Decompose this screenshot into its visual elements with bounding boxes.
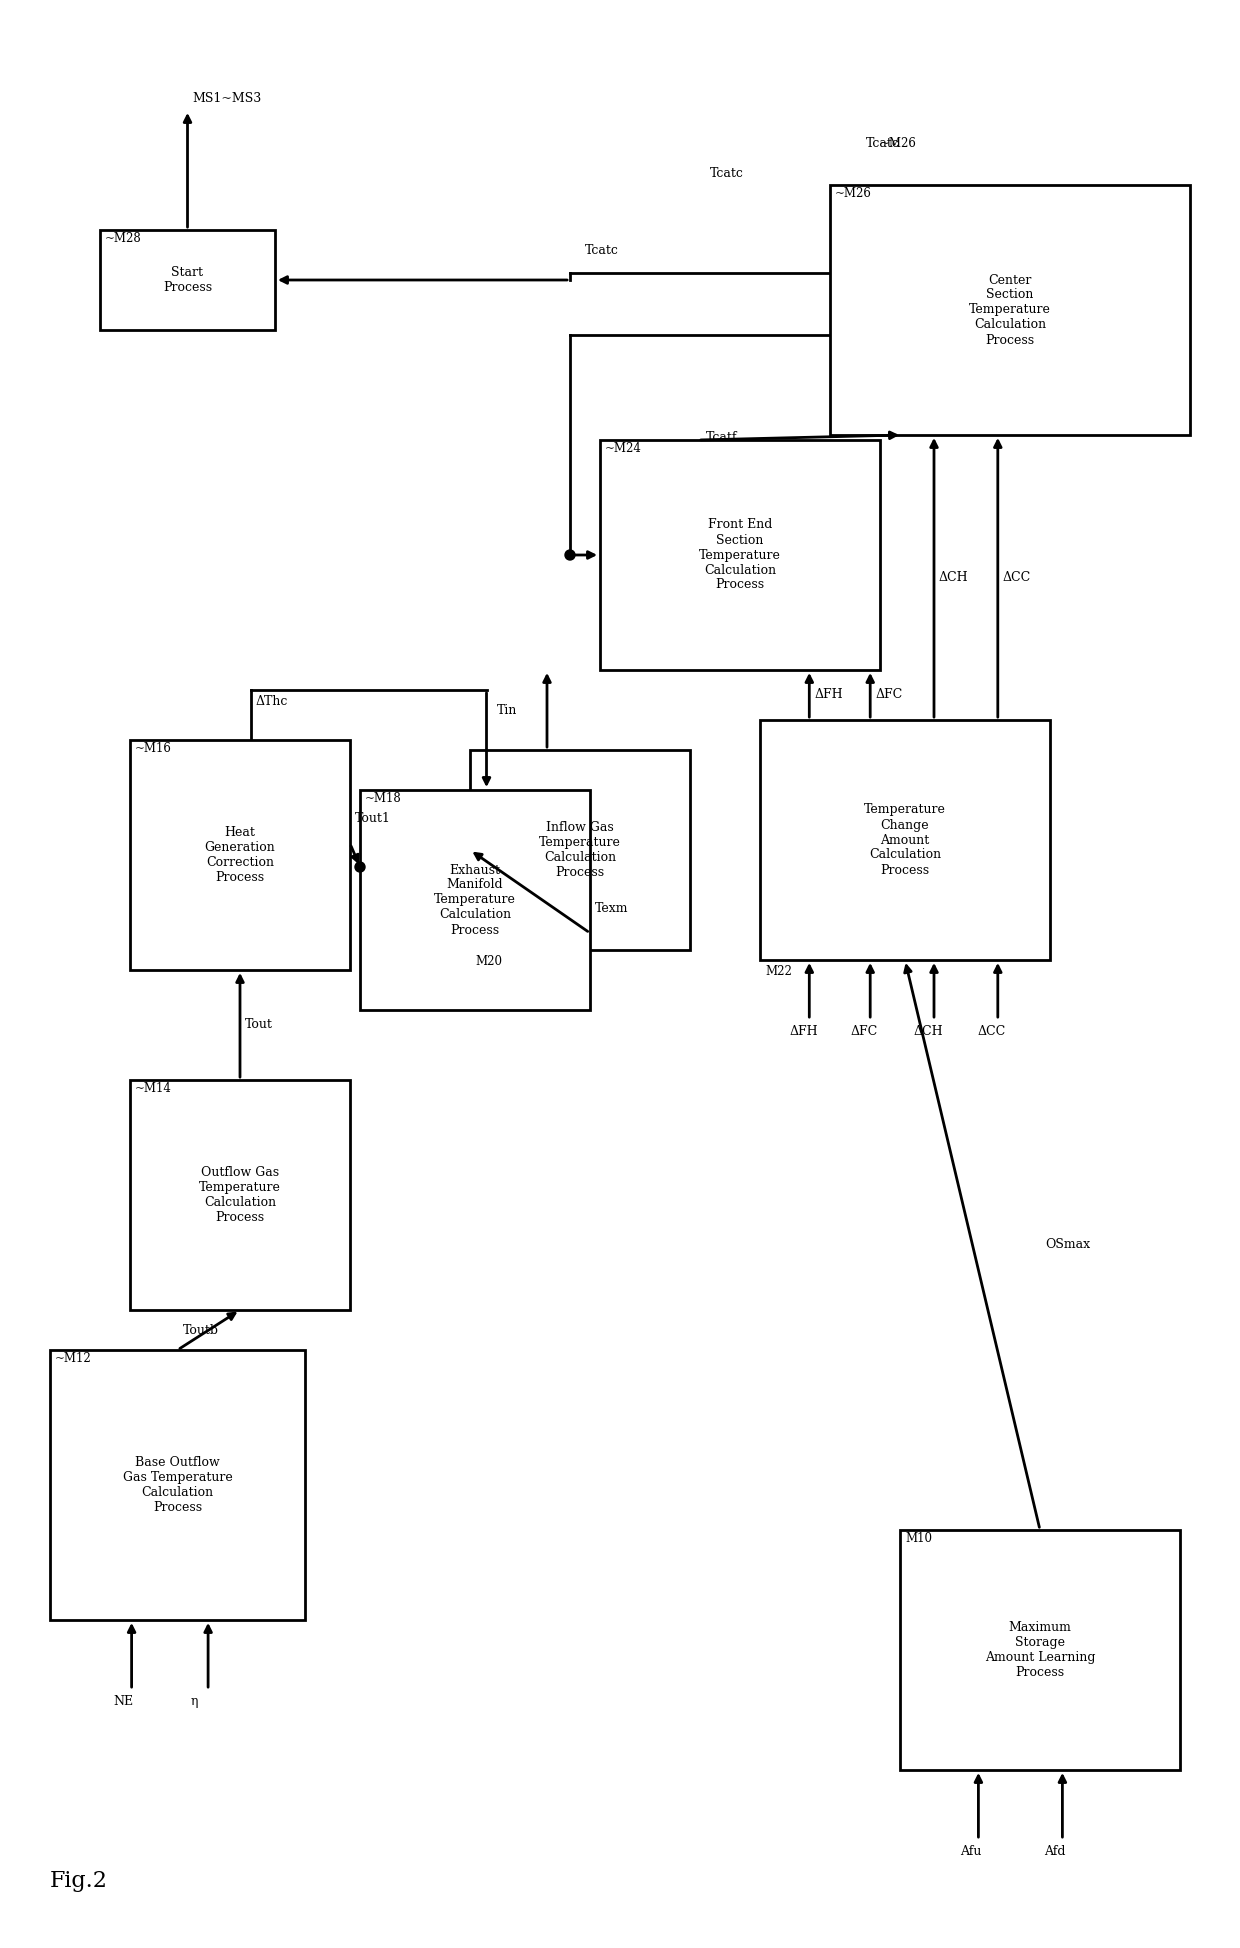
- Text: ~M18: ~M18: [365, 793, 402, 805]
- Text: ~M16: ~M16: [135, 742, 172, 756]
- Text: Tcatc: Tcatc: [711, 168, 744, 179]
- Bar: [130, 1079, 350, 1309]
- Text: MS1~MS3: MS1~MS3: [192, 92, 262, 105]
- Text: Front End
Section
Temperature
Calculation
Process: Front End Section Temperature Calculatio…: [699, 518, 781, 592]
- Text: Fig.2: Fig.2: [50, 1870, 108, 1892]
- Text: ~M12: ~M12: [55, 1352, 92, 1366]
- Text: ~M24: ~M24: [605, 442, 642, 456]
- Bar: [900, 1529, 1180, 1771]
- Bar: [50, 1350, 305, 1621]
- Bar: [760, 721, 1050, 960]
- Text: ΔCH: ΔCH: [914, 1025, 944, 1038]
- Text: M10: M10: [905, 1531, 932, 1545]
- Bar: [470, 750, 689, 951]
- Text: Tcatc: Tcatc: [585, 245, 619, 257]
- Bar: [360, 791, 590, 1009]
- Bar: [600, 440, 880, 670]
- Text: ~M28: ~M28: [105, 232, 141, 245]
- Text: Texm: Texm: [595, 902, 629, 916]
- Text: ΔFH: ΔFH: [790, 1025, 818, 1038]
- Text: Temperature
Change
Amount
Calculation
Process: Temperature Change Amount Calculation Pr…: [864, 803, 946, 877]
- Text: ΔFH: ΔFH: [815, 688, 843, 701]
- Text: OSmax: OSmax: [1045, 1239, 1090, 1251]
- Text: NE: NE: [114, 1695, 134, 1708]
- Text: Center
Section
Temperature
Calculation
Process: Center Section Temperature Calculation P…: [970, 273, 1052, 347]
- Text: ~M26: ~M26: [835, 187, 872, 201]
- Text: Tin: Tin: [497, 703, 517, 717]
- Text: ΔFC: ΔFC: [875, 688, 903, 701]
- Text: Tcatc: Tcatc: [866, 136, 900, 150]
- Text: Outflow Gas
Temperature
Calculation
Process: Outflow Gas Temperature Calculation Proc…: [200, 1167, 281, 1223]
- Text: Maximum
Storage
Amount Learning
Process: Maximum Storage Amount Learning Process: [985, 1621, 1095, 1679]
- Text: Exhaust
Manifold
Temperature
Calculation
Process: Exhaust Manifold Temperature Calculation…: [434, 863, 516, 937]
- Text: Base Outflow
Gas Temperature
Calculation
Process: Base Outflow Gas Temperature Calculation…: [123, 1455, 232, 1514]
- Text: ΔCC: ΔCC: [1003, 571, 1030, 584]
- Text: Afd: Afd: [1044, 1845, 1066, 1858]
- Text: Start
Process: Start Process: [162, 267, 212, 294]
- Bar: [100, 230, 275, 329]
- Text: ΔFC: ΔFC: [851, 1025, 878, 1038]
- Circle shape: [565, 549, 575, 559]
- Circle shape: [355, 863, 365, 873]
- Text: ~M26: ~M26: [880, 136, 916, 150]
- Text: ~M14: ~M14: [135, 1081, 172, 1095]
- Text: Heat
Generation
Correction
Process: Heat Generation Correction Process: [205, 826, 275, 884]
- Text: Toutb: Toutb: [182, 1323, 218, 1336]
- Text: ΔCH: ΔCH: [939, 571, 968, 584]
- Text: ΔCC: ΔCC: [978, 1025, 1006, 1038]
- Bar: [830, 185, 1190, 434]
- Text: Tout: Tout: [246, 1019, 273, 1032]
- Text: η: η: [190, 1695, 197, 1708]
- Bar: [130, 740, 350, 970]
- Text: M22: M22: [765, 964, 792, 978]
- Text: Afu: Afu: [961, 1845, 982, 1858]
- Text: Tout1: Tout1: [355, 812, 391, 826]
- Text: Inflow Gas
Temperature
Calculation
Process: Inflow Gas Temperature Calculation Proce…: [539, 820, 621, 879]
- Text: ΔThc: ΔThc: [255, 695, 289, 707]
- Text: Tcatf: Tcatf: [706, 431, 738, 444]
- Text: M20: M20: [475, 955, 502, 968]
